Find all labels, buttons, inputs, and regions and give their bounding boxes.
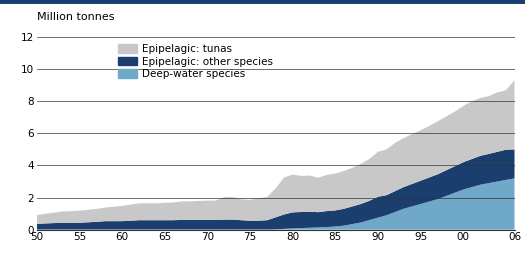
Legend: Epipelagic: tunas, Epipelagic: other species, Deep-water species: Epipelagic: tunas, Epipelagic: other spe… [119,44,274,79]
Text: Million tonnes: Million tonnes [37,12,114,22]
